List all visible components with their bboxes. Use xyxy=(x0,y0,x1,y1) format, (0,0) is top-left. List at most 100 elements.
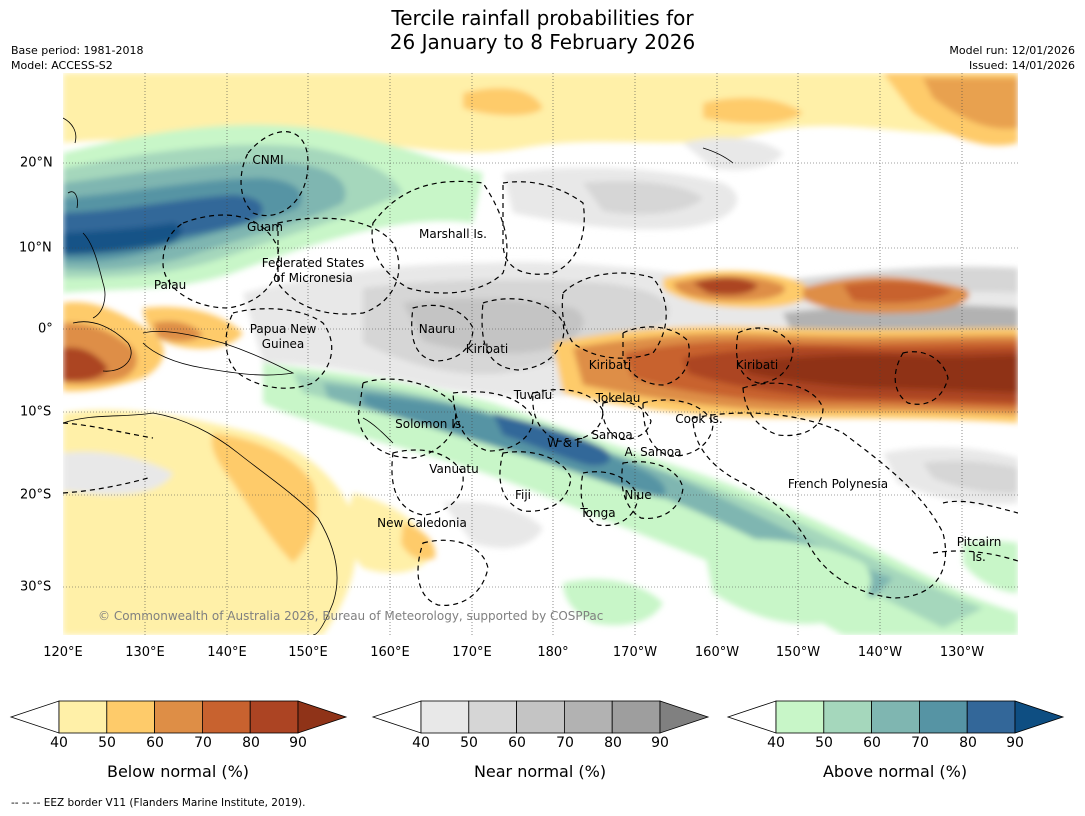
label-kiribati-east: Kiribati xyxy=(736,358,778,372)
label-fsm-line2: of Micronesia xyxy=(273,271,353,285)
near-tick-80: 80 xyxy=(604,735,622,751)
above-tick-90: 90 xyxy=(1006,735,1024,751)
legend-title-above: Above normal (%) xyxy=(822,762,968,781)
colorbar-segment xyxy=(823,700,872,734)
label-marshall: Marshall Is. xyxy=(419,227,487,241)
lon-label-120e: 120°E xyxy=(43,645,83,660)
colorbar-segment xyxy=(106,700,156,734)
graticule xyxy=(63,73,1018,635)
below-tick-50: 50 xyxy=(98,735,116,751)
colorbar-segment xyxy=(201,700,251,734)
lon-label-170w: 170°W xyxy=(612,645,658,660)
colorbar-high-extension xyxy=(297,700,348,734)
label-niue: Niue xyxy=(624,488,651,502)
label-tonga: Tonga xyxy=(579,506,615,520)
label-wf: W & F xyxy=(547,436,583,450)
below-tick-90: 90 xyxy=(289,735,307,751)
title-line-2: 26 January to 8 February 2026 xyxy=(389,30,696,54)
probability-field xyxy=(63,73,1018,635)
label-pitcairn-line1: Pitcairn xyxy=(957,535,1002,549)
colorbar-segment xyxy=(919,700,968,734)
meta-right: Model run: 12/01/2026 Issued: 14/01/2026 xyxy=(949,43,1075,73)
lat-label-10n: 10°N xyxy=(19,240,52,256)
lon-label-160e: 160°E xyxy=(370,645,410,660)
map-title: Tercile rainfall probabilities for 26 Ja… xyxy=(0,6,1085,54)
label-kiribati-west: Kiribati xyxy=(466,342,508,356)
lat-label-30s: 30°S xyxy=(20,579,52,595)
colorbar-segment xyxy=(249,700,299,734)
near-tick-40: 40 xyxy=(412,735,430,751)
below-tick-70: 70 xyxy=(194,735,212,751)
above-tick-40: 40 xyxy=(767,735,785,751)
label-solomon: Solomon Is. xyxy=(395,417,465,431)
colorbar-segment xyxy=(871,700,920,734)
label-palau: Palau xyxy=(154,278,186,292)
colorbar-high-extension xyxy=(659,700,710,734)
below-tick-40: 40 xyxy=(50,735,68,751)
colorbar-low-extension xyxy=(726,700,777,734)
below-tick-60: 60 xyxy=(146,735,164,751)
label-fiji: Fiji xyxy=(515,488,531,502)
label-cook: Cook Is. xyxy=(675,412,722,426)
colorbar-segment xyxy=(564,700,613,734)
label-asamoa: A. Samoa xyxy=(625,445,682,459)
label-pitcairn-line2: Is. xyxy=(972,550,986,564)
label-guam: Guam xyxy=(247,220,283,234)
colorbar-high-extension xyxy=(1014,700,1065,734)
above-tick-70: 70 xyxy=(911,735,929,751)
coastlines xyxy=(63,117,734,635)
lat-label-20s: 20°S xyxy=(20,487,52,503)
lon-label-150e: 150°E xyxy=(288,645,328,660)
colorbar-segment xyxy=(516,700,565,734)
title-line-1: Tercile rainfall probabilities for xyxy=(391,6,694,30)
lon-label-170e: 170°E xyxy=(452,645,492,660)
lon-label-150w: 150°W xyxy=(775,645,821,660)
near-tick-70: 70 xyxy=(556,735,574,751)
legend-title-near: Near normal (%) xyxy=(473,762,607,781)
lat-label-10s: 10°S xyxy=(20,404,52,420)
meta-left: Base period: 1981-2018 Model: ACCESS-S2 xyxy=(11,43,143,73)
near-tick-50: 50 xyxy=(460,735,478,751)
label-samoa: Samoa xyxy=(591,428,632,442)
label-png-line2: Guinea xyxy=(262,337,305,351)
colorbar-segment xyxy=(775,700,825,734)
model-run: Model run: 12/01/2026 xyxy=(949,44,1075,57)
lon-label-140e: 140°E xyxy=(207,645,247,660)
below-tick-80: 80 xyxy=(242,735,260,751)
copyright-notice: © Commonwealth of Australia 2026, Bureau… xyxy=(98,609,603,623)
region-labels: CNMI Guam Palau Federated States of Micr… xyxy=(154,153,1001,564)
above-tick-80: 80 xyxy=(959,735,977,751)
label-new-caledonia: New Caledonia xyxy=(377,516,467,530)
label-png-line1: Papua New xyxy=(250,322,317,336)
rainfall-map: CNMI Guam Palau Federated States of Micr… xyxy=(63,73,1018,635)
colorbar-segment xyxy=(966,700,1016,734)
legend-colorbars xyxy=(9,700,1065,734)
base-period: Base period: 1981-2018 xyxy=(11,44,144,57)
label-french-polynesia: French Polynesia xyxy=(788,477,888,491)
lon-label-160w: 160°W xyxy=(694,645,740,660)
eez-footnote: -- -- -- EEZ border V11 (Flanders Marine… xyxy=(11,797,306,809)
colorbar-segment xyxy=(611,700,661,734)
lon-label-140w: 140°W xyxy=(857,645,903,660)
label-fsm-line1: Federated States xyxy=(262,256,364,270)
label-vanuatu: Vanuatu xyxy=(429,462,479,476)
model-name: Model: ACCESS-S2 xyxy=(11,59,113,72)
issued-date: Issued: 14/01/2026 xyxy=(968,59,1075,72)
near-tick-90: 90 xyxy=(651,735,669,751)
label-kiribati-central: Kiribati xyxy=(589,358,631,372)
label-nauru: Nauru xyxy=(419,322,455,336)
lat-label-0: 0° xyxy=(38,321,53,337)
lon-label-180: 180° xyxy=(537,645,569,660)
above-tick-50: 50 xyxy=(815,735,833,751)
colorbar-segment xyxy=(58,700,108,734)
colorbar-segment xyxy=(154,700,203,734)
above-tick-60: 60 xyxy=(863,735,881,751)
label-cnmi: CNMI xyxy=(252,153,283,167)
colorbar-below-normal xyxy=(9,700,348,734)
lon-label-130e: 130°E xyxy=(125,645,165,660)
lat-label-20n: 20°N xyxy=(20,155,53,171)
colorbar-low-extension xyxy=(9,700,60,734)
colorbar-near-normal xyxy=(371,700,710,734)
label-tokelau: Tokelau xyxy=(595,391,641,405)
label-tuvalu: Tuvalu xyxy=(513,388,553,402)
